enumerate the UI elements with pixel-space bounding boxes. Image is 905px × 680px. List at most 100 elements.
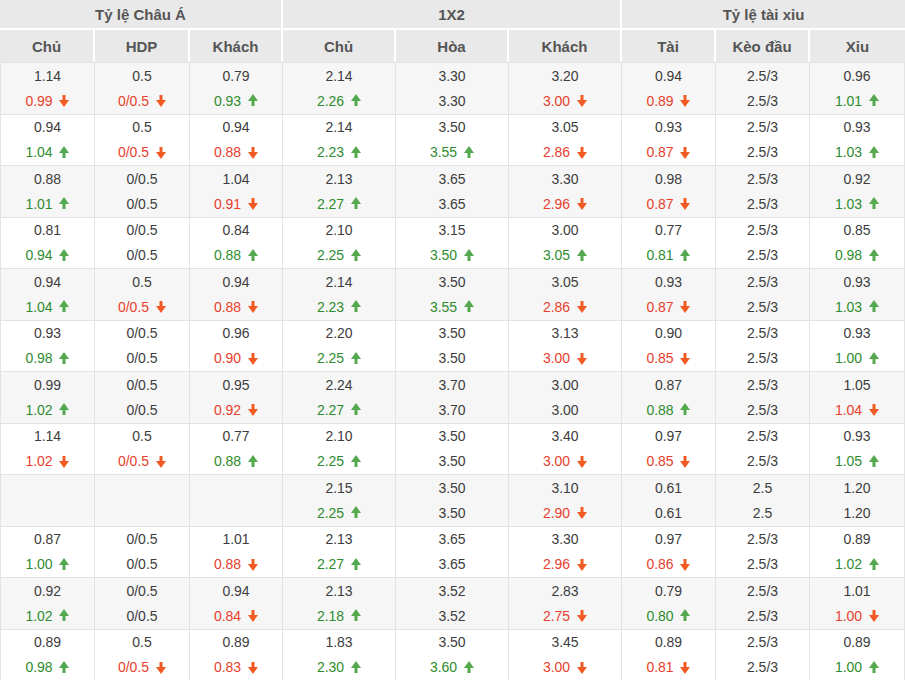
up-arrow-icon — [350, 352, 361, 365]
opening-odds-value: 3.52 — [438, 583, 465, 599]
odds-cell: 0.940.88 — [190, 115, 283, 166]
odds-cell: 1.141.02 — [1, 424, 95, 475]
up-arrow-icon — [350, 609, 361, 622]
odds-cell: 0.850.98 — [810, 218, 904, 269]
current-odds-value: 0.93 — [214, 93, 241, 109]
down-arrow-icon — [247, 197, 258, 210]
current-odds-value: 0/0.5 — [126, 196, 157, 212]
current-odds-value: 2.86 — [543, 144, 570, 160]
opening-odds-value: 0.5 — [132, 428, 151, 444]
current-odds-value: 0/0.5 — [118, 299, 149, 315]
current-odds-value: 2.27 — [317, 196, 344, 212]
odds-cell: 2.5/32.5/3 — [716, 372, 810, 423]
opening-odds-value: 3.00 — [551, 377, 578, 393]
current-odds-value: 2.5/3 — [747, 556, 778, 572]
current-odds-value: 1.04 — [25, 144, 52, 160]
opening-odds-value: 3.50 — [438, 428, 465, 444]
odds-cell: 0.930.87 — [622, 115, 716, 166]
up-arrow-icon — [247, 455, 258, 468]
current-odds-value: 2.27 — [317, 402, 344, 418]
odds-cell: 0.94 1.04 — [1, 115, 95, 166]
odds-cell: 1.051.04 — [810, 372, 904, 423]
opening-odds-value: 0.5 — [132, 119, 151, 135]
odds-cell: 0.50/0.5 — [95, 115, 190, 166]
up-arrow-icon — [350, 94, 361, 107]
current-odds-value: 0.88 — [214, 299, 241, 315]
table-row: 0.991.020/0.50/0.50.950.922.242.273.703.… — [1, 372, 904, 424]
current-odds-value: 2.30 — [317, 659, 344, 675]
odds-cell: 3.302.96 — [509, 166, 622, 217]
opening-odds-value: 0.96 — [843, 68, 870, 84]
odds-cell: 0/0.50/0.5 — [95, 166, 190, 217]
opening-odds-value: 0.79 — [222, 68, 249, 84]
down-arrow-icon — [247, 146, 258, 159]
down-arrow-icon — [59, 455, 70, 468]
down-arrow-icon — [247, 558, 258, 571]
opening-odds-value: 0.99 — [34, 377, 61, 393]
opening-odds-value: 2.5/3 — [747, 634, 778, 650]
opening-odds-value: 0.77 — [655, 222, 682, 238]
odds-cell: 0.50/0.5 — [95, 630, 190, 680]
current-odds-value: 1.04 — [835, 402, 862, 418]
odds-cell: 2.5/32.5/3 — [716, 166, 810, 217]
odds-cell: 2.202.25 — [283, 321, 396, 372]
current-odds-value: 2.5/3 — [747, 299, 778, 315]
odds-cell: 0.940.89 — [622, 63, 716, 114]
up-arrow-icon — [59, 352, 70, 365]
current-odds-value: 1.02 — [25, 453, 52, 469]
current-odds-value: 1.00 — [835, 350, 862, 366]
odds-cell: 0.881.01 — [1, 166, 95, 217]
current-odds-value: 2.23 — [317, 299, 344, 315]
current-odds-value: 0.88 — [214, 556, 241, 572]
odds-cell: 1.832.30 — [283, 630, 396, 680]
current-odds-value: 0.94 — [25, 247, 52, 263]
down-arrow-icon — [680, 455, 691, 468]
odds-cell: 3.523.52 — [396, 578, 509, 629]
down-arrow-icon — [576, 455, 587, 468]
down-arrow-icon — [576, 197, 587, 210]
up-arrow-icon — [680, 249, 691, 262]
opening-odds-value: 2.83 — [551, 583, 578, 599]
odds-cell: 2.142.23 — [283, 115, 396, 166]
up-arrow-icon — [868, 249, 879, 262]
opening-odds-value: 2.10 — [325, 222, 352, 238]
odds-cell: 0.931.05 — [810, 424, 904, 475]
down-arrow-icon — [868, 403, 879, 416]
odds-cell: 3.302.96 — [509, 527, 622, 578]
current-odds-value: 2.5/3 — [747, 144, 778, 160]
up-arrow-icon — [247, 94, 258, 107]
opening-odds-value: 0.94 — [34, 119, 61, 135]
down-arrow-icon — [680, 197, 691, 210]
current-odds-value: 0.87 — [646, 196, 673, 212]
current-odds-value: 0.98 — [25, 350, 52, 366]
odds-cell: 2.102.25 — [283, 424, 396, 475]
opening-odds-value: 0/0.5 — [126, 325, 157, 341]
opening-odds-value: 3.65 — [438, 171, 465, 187]
current-odds-value: 3.00 — [543, 350, 570, 366]
column-header-row: Chủ HDP Khách Chủ Hòa Khách Tài Kèo đầu … — [0, 30, 905, 62]
down-arrow-icon — [680, 146, 691, 159]
up-arrow-icon — [59, 249, 70, 262]
odds-cell: 0.50/0.5 — [95, 63, 190, 114]
odds-cell: 0.931.03 — [810, 115, 904, 166]
odds-cell: 2.5/32.5/3 — [716, 630, 810, 680]
opening-odds-value: 3.30 — [551, 531, 578, 547]
opening-odds-value: 0.87 — [34, 531, 61, 547]
column-header-1x2-draw: Hòa — [396, 30, 509, 62]
up-arrow-icon — [868, 300, 879, 313]
table-row: 1.140.990.50/0.50.790.932.142.263.303.30… — [1, 63, 904, 115]
opening-odds-value: 1.01 — [222, 531, 249, 547]
up-arrow-icon — [59, 146, 70, 159]
odds-cell: 2.142.26 — [283, 63, 396, 114]
current-odds-value: 2.5/3 — [747, 93, 778, 109]
down-arrow-icon — [155, 146, 166, 159]
odds-cell: 2.5/32.5/3 — [716, 115, 810, 166]
current-odds-value: 1.00 — [25, 556, 52, 572]
current-odds-value: 1.05 — [835, 453, 862, 469]
opening-odds-value: 0.61 — [655, 480, 682, 496]
opening-odds-value: 2.5/3 — [747, 583, 778, 599]
odds-cell: 3.503.50 — [396, 475, 509, 526]
column-header-ah-away: Khách — [190, 30, 283, 62]
current-odds-value: 2.5/3 — [747, 350, 778, 366]
current-odds-value: 0.80 — [646, 608, 673, 624]
